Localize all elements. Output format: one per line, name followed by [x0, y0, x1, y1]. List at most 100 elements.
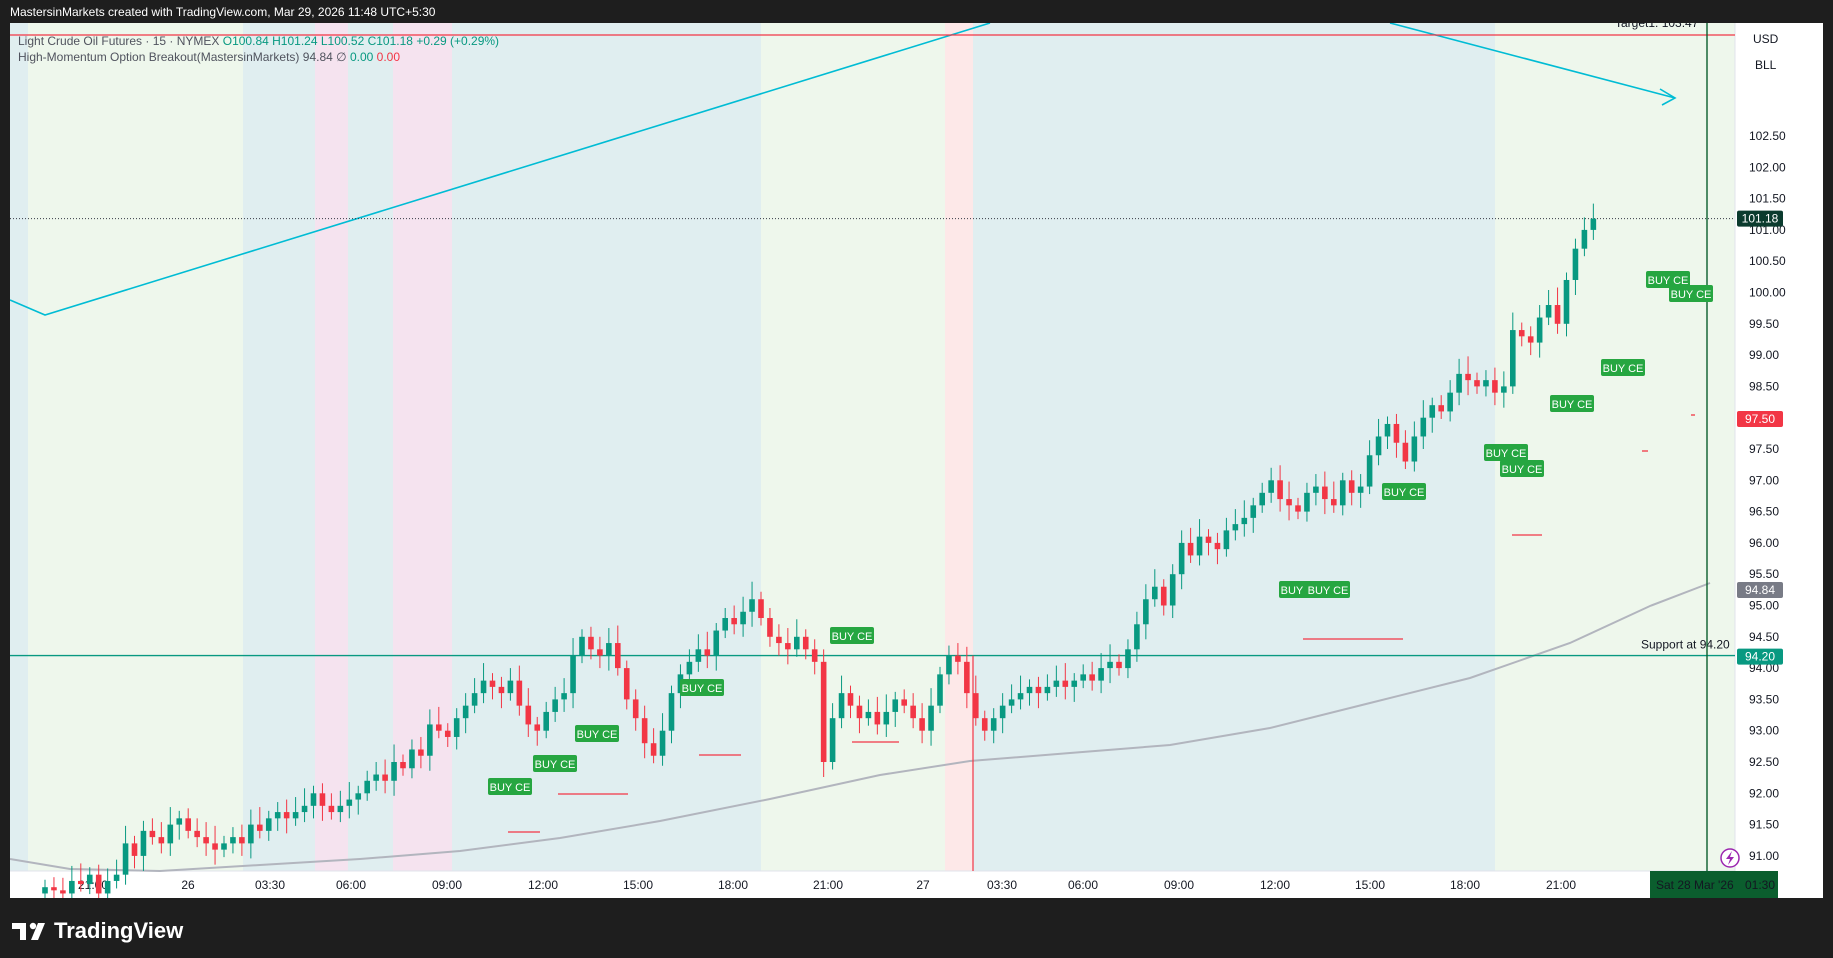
- candle-body: [516, 680, 523, 706]
- candle-body: [928, 705, 934, 731]
- y-tick-label: 91.00: [1749, 849, 1779, 863]
- y-tick-label: 92.00: [1749, 786, 1779, 800]
- trend-line-up: [10, 23, 991, 316]
- buy-ce-tag-bg: [1500, 460, 1544, 477]
- candle-body: [1527, 336, 1534, 343]
- buy-ce-signal-11[interactable]: BUY CE: [1601, 359, 1645, 376]
- candle-body: [248, 824, 254, 844]
- candle-body: [1366, 455, 1373, 487]
- buy-ce-tag-text: BUY CE: [1384, 487, 1425, 499]
- candle-body: [1232, 524, 1239, 531]
- buy-ce-tag-bg: [1550, 395, 1594, 412]
- candle-body: [1116, 661, 1122, 669]
- candle-body: [1304, 492, 1310, 512]
- candle-body: [292, 812, 299, 819]
- candle-body: [1545, 305, 1552, 318]
- candle-body: [1107, 661, 1113, 669]
- buy-ce-signal-10[interactable]: BUY CE: [1550, 395, 1594, 412]
- candle-body: [1080, 674, 1086, 681]
- buy-ce-signal-13[interactable]: BUY CE: [1669, 285, 1713, 302]
- candle-body: [1241, 517, 1248, 525]
- chart-frame[interactable]: 102.50 102.00 101.50 101.00 100.50 100.00 99.5…: [10, 23, 1823, 898]
- candle-body: [400, 762, 406, 769]
- candle-body: [847, 693, 854, 706]
- candle-body: [230, 837, 236, 844]
- legend-low: L100.52: [320, 34, 365, 48]
- candle-body: [901, 699, 907, 706]
- candle-body: [1554, 305, 1561, 324]
- candle-body: [1169, 574, 1176, 606]
- candle-body: [167, 824, 174, 844]
- legend-indicator-value: 94.84: [302, 50, 333, 64]
- candle-body: [158, 837, 165, 844]
- price-label-bg: [1737, 648, 1783, 665]
- candle-body: [1474, 380, 1480, 387]
- candle-body: [1196, 536, 1203, 556]
- candle-body: [418, 749, 424, 756]
- tradingview-logo[interactable]: TradingView: [12, 918, 183, 944]
- candle-body: [937, 674, 943, 706]
- candle-body: [1581, 229, 1588, 249]
- buy-ce-signal-3[interactable]: BUY CE: [680, 679, 724, 696]
- legend-indicator-row[interactable]: High-Momentum Option Breakout(MastersinM…: [18, 49, 499, 65]
- y-tick-label: 97.50: [1749, 442, 1779, 456]
- x-tick-label: 06:00: [336, 878, 366, 892]
- candle-body: [1429, 405, 1436, 418]
- buy-ce-tag-text: BUY CE: [1486, 448, 1527, 460]
- candle-body: [623, 668, 630, 700]
- candle-body: [1143, 599, 1149, 625]
- x-tick-label: 03:30: [987, 878, 1017, 892]
- price-axis-bg: [1735, 23, 1823, 898]
- candle-body: [999, 705, 1006, 719]
- buy-ce-signal-7[interactable]: BUY CE: [1382, 483, 1426, 500]
- buy-ce-signal-1[interactable]: BUY CE: [533, 755, 577, 772]
- candle-body: [328, 805, 335, 813]
- buy-ce-signal-2[interactable]: BUY CE: [575, 725, 619, 742]
- chart-canvas[interactable]: 102.50102.00101.50101.00100.50100.0099.5…: [10, 23, 1823, 898]
- candle-body: [820, 661, 827, 762]
- candle-body: [355, 793, 362, 800]
- buy-ce-tag-text: BUY CE: [1603, 363, 1644, 375]
- candle-body: [1259, 492, 1265, 506]
- buy-ce-signal-8[interactable]: BUY CE: [1484, 444, 1528, 461]
- candle-body: [570, 655, 576, 694]
- lightning-icon: [1726, 851, 1734, 865]
- candle-body: [865, 711, 872, 719]
- candle-body: [588, 636, 594, 650]
- buy-ce-signal-6[interactable]: BUY CE: [1306, 581, 1350, 598]
- buy-ce-signal-4[interactable]: BUY CE: [830, 627, 874, 644]
- buy-ce-signal-9[interactable]: BUY CE: [1500, 460, 1544, 477]
- candle-body: [990, 718, 997, 731]
- candle-body: [776, 636, 782, 644]
- legend-close: C101.18: [367, 34, 413, 48]
- buy-ce-tag-bg: [830, 627, 874, 644]
- price-label-text: 101.18: [1742, 212, 1779, 226]
- candle-body: [659, 730, 666, 756]
- legend-indicator-value-3: 0.00: [376, 50, 401, 64]
- legend-indicator-empty: ∅: [336, 50, 347, 64]
- candle-body: [722, 618, 728, 631]
- candle-body: [1331, 499, 1337, 506]
- buy-ce-tag-text: BUY CE: [490, 782, 531, 794]
- trend-arrow-head: [1659, 88, 1677, 106]
- legend-indicator-value-2: 0.00: [349, 50, 374, 64]
- candle-body: [1510, 330, 1516, 387]
- buy-ce-tag-bg: [533, 755, 577, 772]
- candle-body: [140, 830, 147, 856]
- candle-body: [1044, 686, 1051, 694]
- candle-body: [265, 818, 272, 831]
- candle-body: [704, 649, 711, 656]
- candle-body: [95, 874, 102, 894]
- buy-ce-signal-12[interactable]: BUY CE: [1646, 271, 1690, 288]
- footer-bar: [0, 898, 1833, 958]
- candle-body: [1438, 405, 1444, 412]
- candle-body: [579, 636, 585, 656]
- y-tick-label: 94.00: [1749, 661, 1779, 675]
- buy-ce-tag-bg: [1306, 581, 1350, 598]
- candle-body: [1393, 423, 1400, 443]
- buy-ce-signal-0[interactable]: BUY CE: [488, 778, 532, 795]
- candle-body: [301, 805, 308, 813]
- candle-body: [1518, 330, 1525, 337]
- legend-symbol-row[interactable]: Light Crude Oil Futures · 15 · NYMEX O10…: [18, 33, 499, 49]
- x-tick-label: 09:00: [1164, 878, 1194, 892]
